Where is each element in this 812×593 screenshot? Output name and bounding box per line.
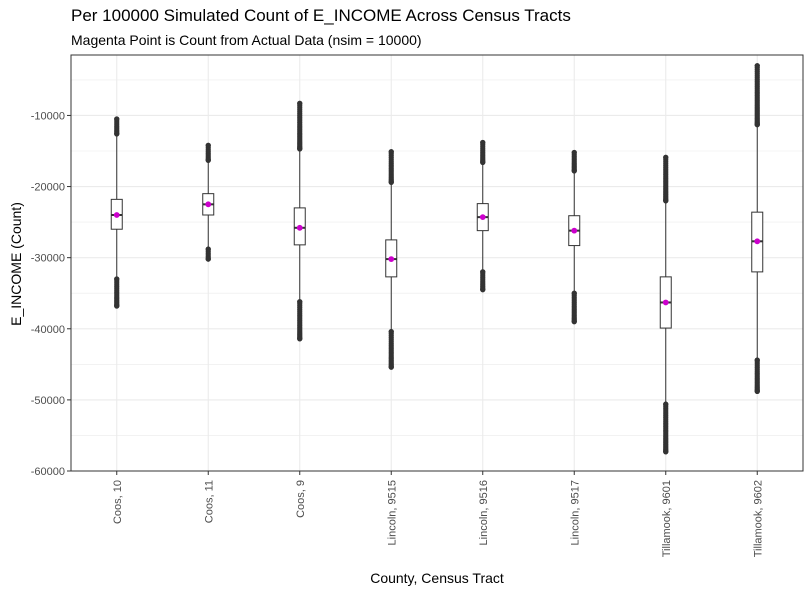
- outlier-point: [388, 329, 394, 335]
- x-tick-label: Tillamook, 9601: [661, 480, 673, 557]
- y-tick-label: -50000: [31, 395, 65, 407]
- plot-panel-border: [70, 54, 804, 472]
- x-tick-label: Lincoln, 9517: [569, 480, 581, 545]
- outlier-point: [114, 131, 120, 137]
- y-axis: -60000 -50000 -40000 -30000 -20000 -10000: [31, 110, 71, 478]
- y-axis-title: E_INCOME (Count): [8, 202, 24, 326]
- outlier-point: [571, 319, 577, 325]
- y-tick-label: -10000: [31, 110, 65, 122]
- outlier-point: [663, 198, 669, 204]
- box-lincoln-9516: [476, 139, 489, 293]
- outlier-point: [388, 364, 394, 370]
- x-tick-label: Coos, 9: [295, 480, 307, 518]
- y-tick-label: -20000: [31, 182, 65, 194]
- outlier-point: [114, 303, 120, 309]
- box-coos-10: [110, 116, 123, 309]
- y-tick-label: -40000: [31, 324, 65, 336]
- y-tick-label: -60000: [31, 466, 65, 478]
- actual-data-point: [205, 201, 212, 208]
- outlier-point: [571, 290, 577, 296]
- outlier-point: [388, 149, 394, 155]
- outlier-point: [754, 122, 760, 128]
- outlier-point: [754, 357, 760, 363]
- outlier-point: [297, 146, 303, 152]
- box-coos-9: [293, 100, 306, 342]
- outlier-point: [297, 336, 303, 342]
- outlier-point: [297, 299, 303, 305]
- actual-data-point: [296, 224, 303, 231]
- outlier-point: [663, 154, 669, 160]
- x-axis: Coos, 10 Coos, 11 Coos, 9 Lincoln, 9515 Linc…: [112, 471, 764, 557]
- outlier-point: [114, 116, 120, 122]
- outlier-point: [480, 159, 486, 165]
- x-tick-label: Lincoln, 9515: [386, 480, 398, 545]
- actual-data-point: [571, 227, 578, 234]
- outlier-point: [388, 179, 394, 185]
- x-tick-label: Tillamook, 9602: [752, 480, 764, 557]
- chart-title: Per 100000 Simulated Count of E_INCOME A…: [71, 6, 571, 25]
- outlier-point: [663, 449, 669, 455]
- outlier-point: [205, 157, 211, 163]
- actual-data-point: [662, 299, 669, 306]
- outlier-point: [205, 246, 211, 252]
- box-lincoln-9517: [568, 149, 581, 325]
- chart-subtitle: Magenta Point is Count from Actual Data …: [71, 32, 422, 48]
- outlier-point: [663, 401, 669, 407]
- outlier-point: [297, 100, 303, 106]
- outlier-point: [480, 139, 486, 146]
- actual-data-point: [388, 256, 395, 262]
- outlier-point: [571, 168, 577, 174]
- box-series: [110, 63, 764, 455]
- box-tillamook-9602: [751, 63, 764, 394]
- box-lincoln-9515: [385, 149, 398, 370]
- outlier-point: [114, 276, 120, 282]
- box-tillamook-9601: [659, 154, 672, 455]
- x-axis-title: County, Census Tract: [370, 570, 504, 586]
- actual-data-point: [479, 214, 486, 221]
- x-tick-label: Coos, 11: [203, 480, 215, 523]
- actual-data-point: [113, 212, 120, 218]
- outlier-point: [480, 269, 486, 275]
- outlier-point: [754, 63, 760, 69]
- outlier-point: [205, 142, 211, 148]
- y-tick-label: -30000: [31, 253, 65, 265]
- grid-lines: [71, 55, 803, 472]
- outlier-point: [754, 388, 760, 394]
- x-tick-label: Coos, 10: [112, 480, 124, 524]
- outlier-point: [571, 149, 577, 156]
- x-tick-label: Lincoln, 9516: [478, 480, 490, 545]
- actual-data-point: [754, 238, 761, 245]
- outlier-point: [480, 287, 486, 293]
- outlier-point: [205, 256, 211, 262]
- box-coos-11: [202, 142, 215, 262]
